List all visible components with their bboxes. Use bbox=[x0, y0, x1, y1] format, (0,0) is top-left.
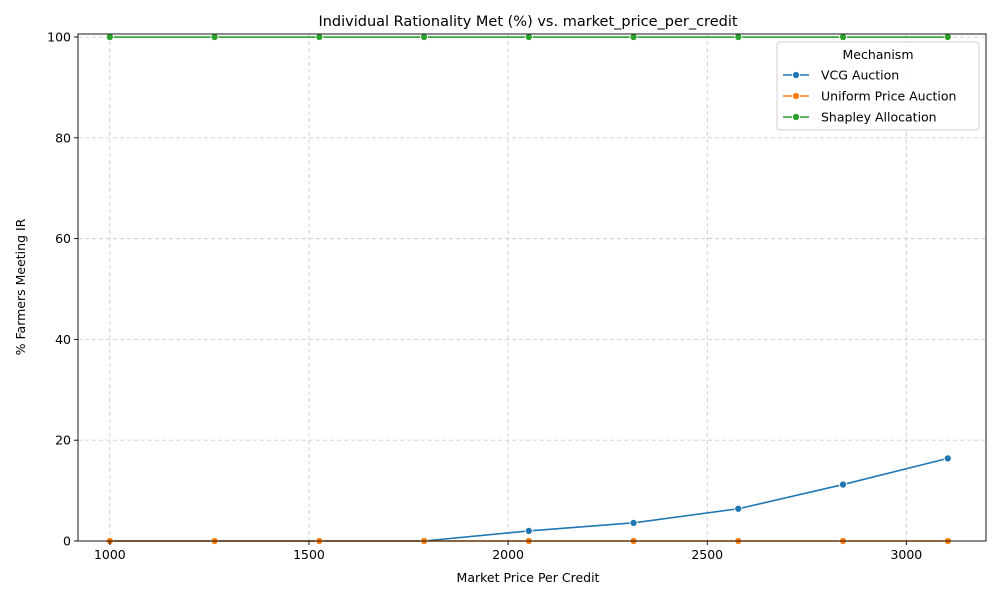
data-point bbox=[629, 518, 638, 527]
legend-title: Mechanism bbox=[842, 47, 913, 62]
y-tick-label: 0 bbox=[63, 534, 71, 549]
legend-entry: VCG Auction bbox=[783, 68, 899, 83]
x-tick-label: 3000 bbox=[890, 547, 922, 562]
legend: Mechanism VCG Auction Uniform Price Aucti… bbox=[776, 41, 980, 131]
legend-entry: Uniform Price Auction bbox=[783, 89, 956, 104]
legend-swatch-marker bbox=[791, 70, 801, 80]
x-tick-label: 2500 bbox=[691, 547, 723, 562]
x-tick-label: 1000 bbox=[94, 547, 126, 562]
x-axis: 1000 1500 2000 2500 3000 bbox=[94, 541, 922, 562]
data-point bbox=[943, 32, 952, 42]
data-point bbox=[943, 454, 952, 463]
y-tick-label: 60 bbox=[55, 231, 71, 246]
legend-items: VCG Auction Uniform Price Auction Shapley … bbox=[783, 68, 956, 125]
legend-box bbox=[776, 41, 980, 131]
data-point bbox=[524, 526, 533, 535]
data-point bbox=[524, 32, 533, 42]
data-point bbox=[105, 32, 114, 42]
legend-entry: Shapley Allocation bbox=[783, 110, 937, 125]
data-point bbox=[734, 32, 743, 42]
series-shapley-allocation bbox=[105, 32, 952, 42]
data-point bbox=[210, 32, 219, 42]
y-axis-label: % Farmers Meeting IR bbox=[13, 218, 28, 355]
series-vcg-auction bbox=[105, 454, 952, 546]
y-axis: 0 20 40 60 80 100 bbox=[47, 30, 78, 549]
y-tick-label: 100 bbox=[47, 30, 71, 45]
legend-swatch-marker bbox=[791, 91, 801, 101]
legend-label: Shapley Allocation bbox=[821, 110, 937, 125]
x-tick-label: 2000 bbox=[492, 547, 524, 562]
data-point bbox=[838, 32, 848, 42]
legend-swatch-marker bbox=[791, 112, 801, 122]
y-tick-label: 20 bbox=[55, 433, 71, 448]
y-tick-label: 40 bbox=[55, 332, 71, 347]
x-axis-label: Market Price Per Credit bbox=[457, 570, 600, 585]
data-point bbox=[734, 504, 743, 513]
data-point bbox=[838, 480, 848, 489]
legend-label: VCG Auction bbox=[821, 68, 899, 83]
y-tick-label: 80 bbox=[55, 130, 71, 145]
data-point bbox=[315, 32, 324, 42]
data-point bbox=[629, 32, 638, 42]
x-tick-label: 1500 bbox=[293, 547, 325, 562]
plot-frame bbox=[77, 33, 987, 542]
legend-label: Uniform Price Auction bbox=[821, 89, 956, 104]
chart-title: Individual Rationality Met (%) vs. marke… bbox=[318, 14, 737, 30]
data-point bbox=[420, 32, 429, 42]
